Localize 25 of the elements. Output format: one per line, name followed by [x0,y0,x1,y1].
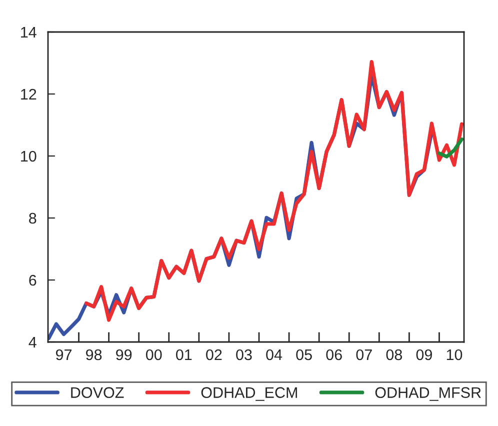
line-series [437,137,464,158]
x-tick-label: 05 [296,349,312,360]
x-tick-label: 02 [206,349,222,360]
legend-label: ODHAD_ECM [201,387,297,401]
x-tick-label: 97 [56,349,72,360]
x-tick-label: 07 [356,349,372,360]
x-tick-label: 99 [116,349,132,360]
y-tick-label: 14 [21,27,36,38]
x-tick-label: 03 [236,349,252,360]
x-tick-label: 01 [176,349,192,360]
y-tick-label: 6 [29,274,36,286]
y-tick-label: 4 [28,337,36,348]
legend-label: ODHAD_MFSR [375,387,481,401]
x-tick-label: 00 [146,349,162,360]
y-tick-label: 10 [21,150,36,162]
x-tick-label: 06 [326,349,342,360]
line-series [84,60,464,322]
legend-label: DOVOZ [71,387,124,398]
x-tick-label: 08 [386,349,402,360]
y-tick-label: 12 [21,88,36,100]
x-tick-label: 04 [266,349,282,360]
x-tick-label: 10 [446,349,462,360]
x-tick-label: 09 [416,349,432,360]
y-tick-label: 8 [29,212,36,224]
x-tick-label: 98 [86,349,102,360]
